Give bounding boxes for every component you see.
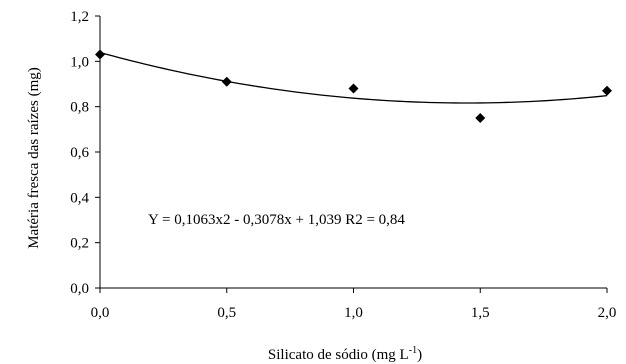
axes (99, 16, 607, 289)
data-point (475, 113, 486, 123)
x-ticks: 0,0 0,5 1,0 1,5 2,0 (91, 288, 617, 321)
x-axis-title: Silicato de sódio (mg L-1) (268, 345, 422, 363)
x-axis-title-close: ) (417, 347, 422, 363)
trendline (99, 51, 608, 104)
y-tick-label: 1,2 (70, 9, 89, 25)
y-tick-label: 0,4 (70, 190, 89, 206)
data-point (221, 76, 232, 87)
x-axis-title-main: Silicato de sódio (mg L (268, 347, 409, 363)
y-axis-title: Matéria fresca das raízes (mg) (26, 67, 42, 249)
data-points (95, 49, 612, 123)
x-tick-label: 1,0 (344, 305, 363, 321)
data-point (348, 83, 359, 94)
y-tick-label: 0,0 (70, 281, 89, 297)
y-tick-label: 0,8 (70, 100, 89, 116)
data-point (602, 85, 612, 96)
x-tick-label: 0,0 (91, 305, 110, 321)
y-ticks: 0,0 0,2 0,4 0,6 0,8 1,0 1,2 (70, 9, 100, 297)
equation-annotation: Y = 0,1063x2 - 0,3078x + 1,039 R2 = 0,84 (148, 212, 405, 228)
x-axis-title-sup: -1 (409, 345, 417, 356)
data-point (95, 49, 105, 60)
y-tick-label: 0,2 (70, 236, 89, 252)
y-tick-label: 1,0 (70, 54, 89, 70)
x-tick-label: 2,0 (598, 305, 617, 321)
x-tick-label: 1,5 (471, 305, 490, 321)
y-tick-label: 0,6 (70, 145, 89, 161)
x-tick-label: 0,5 (217, 305, 236, 321)
